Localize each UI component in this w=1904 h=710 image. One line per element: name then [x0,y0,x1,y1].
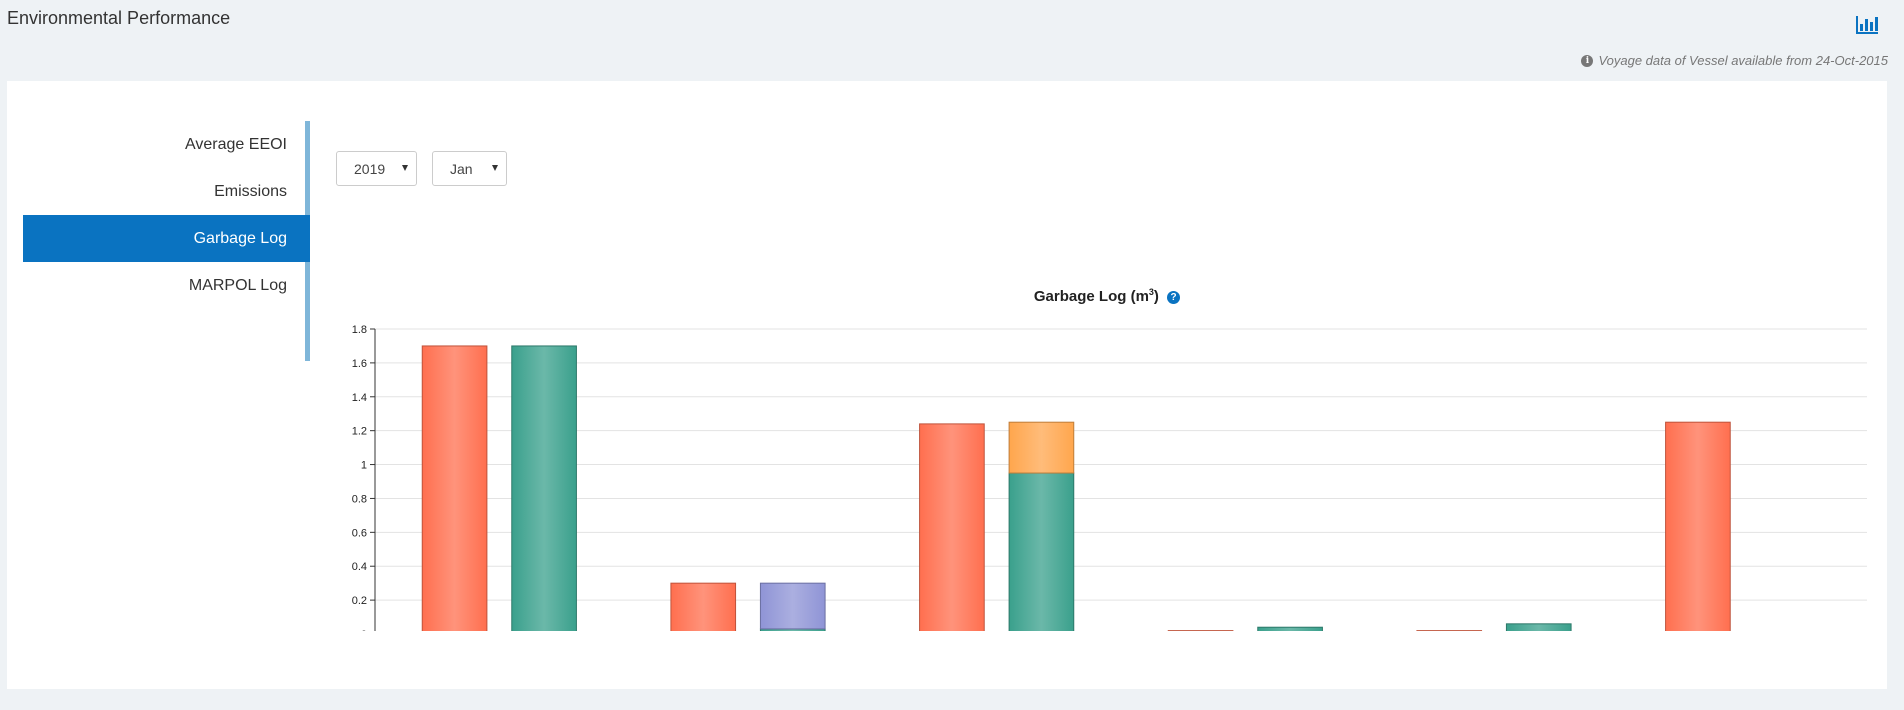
y-tick-label: 1.2 [352,426,367,438]
page-title: Environmental Performance [7,8,231,28]
bar-discharged-ashore [1008,472,1075,631]
y-tick-label: 1 [361,460,367,472]
y-tick-label: 1.4 [352,392,367,404]
chart-canvas: 00.20.40.60.811.21.41.61.8Cat ACat B1Cat… [352,324,1867,631]
bar-garbage-generated [421,345,488,631]
y-tick-label: 0.6 [352,527,367,539]
garbage-log-chart: Garbage Log (m3) ? 0 0.2 0.4 0.6 0.8 1 1.2 1.4 1… [327,201,1887,631]
chart-title-sup: 3 [1148,287,1154,297]
y-tick-label: 1.6 [352,358,367,370]
y-tick-label: 0.2 [352,595,367,607]
sidenav-item-emissions[interactable]: Emissions [214,183,287,200]
help-icon[interactable]: ? [1167,291,1181,304]
bar-incinerated [1008,421,1075,474]
bar-garbage-generated [919,423,985,631]
main-panel: Average EEOI Emissions Garbage Log MARPO… [7,81,1887,689]
info-icon: i [1581,54,1594,67]
chevron-down-icon [402,165,408,171]
y-tick-label: 0.4 [352,561,367,573]
chart-title-close: ) [1153,288,1159,305]
y-tick-label: 0.8 [352,493,367,505]
bar-chart-icon[interactable] [1855,14,1879,34]
sidenav-item-average-eeoi[interactable]: Average EEOI [185,136,287,153]
month-select-value: Jan [450,160,473,177]
chart-title-text: Garbage Log (m [1033,288,1149,305]
bar-discharged-overboard [759,582,826,630]
chevron-down-icon [492,165,498,171]
sidenav-item-marpol-log[interactable]: MARPOL Log [188,277,287,294]
month-select[interactable]: Jan [432,151,507,186]
year-select-value: 2019 [354,160,386,177]
bar-discharged-ashore [1505,623,1572,631]
bar-garbage-generated [1665,421,1731,631]
bar-garbage-generated [670,582,737,631]
bar-discharged-ashore [1257,626,1323,631]
chart-title: Garbage Log (m3) ? [327,287,1887,305]
voyage-note-text: Voyage data of Vessel available from 24-… [1598,53,1888,68]
voyage-availability-note: i Voyage data of Vessel available from 2… [1581,53,1888,68]
sidenav-item-garbage-log[interactable]: Garbage Log [23,215,310,262]
year-select[interactable]: 2019 [336,151,417,186]
y-tick-label: 1.8 [352,324,367,336]
y-tick-label: 0 [361,629,367,631]
sidenav: Average EEOI Emissions Garbage Log MARPO… [23,121,310,361]
bar-discharged-ashore [511,345,577,631]
